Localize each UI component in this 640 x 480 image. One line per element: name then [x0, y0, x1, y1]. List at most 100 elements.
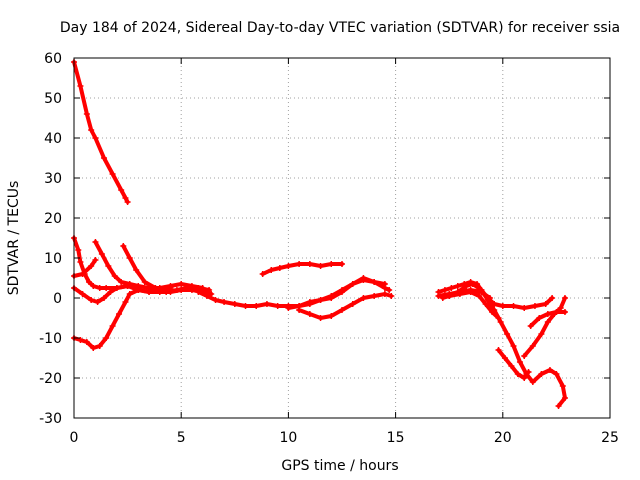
data-point	[259, 271, 266, 277]
data-point	[167, 285, 174, 291]
data-point	[435, 293, 442, 299]
data-point	[124, 283, 131, 289]
data-point	[103, 285, 110, 291]
y-axis-label: SDTVAR / TECUs	[6, 181, 22, 296]
data-point	[489, 309, 496, 315]
data-point	[79, 271, 86, 277]
data-point	[339, 261, 345, 267]
data-point	[544, 319, 551, 325]
data-point	[546, 367, 553, 373]
data-point	[328, 261, 335, 267]
data-point	[88, 127, 95, 133]
data-point	[122, 299, 129, 305]
data-point	[101, 295, 108, 301]
data-point	[478, 289, 485, 295]
data-point	[212, 297, 219, 303]
y-tick-label: 10	[44, 251, 62, 267]
data-point	[561, 395, 568, 401]
data-point	[296, 261, 303, 267]
data-point	[501, 355, 508, 361]
data-point	[274, 303, 281, 309]
y-tick-label: 20	[44, 211, 62, 227]
data-point	[527, 323, 534, 329]
data-point	[388, 293, 395, 299]
data-point	[381, 285, 388, 291]
data-point	[559, 383, 566, 389]
data-point	[296, 307, 303, 313]
data-point	[317, 315, 324, 321]
data-point	[486, 295, 493, 301]
data-point	[317, 297, 324, 303]
data-point	[77, 337, 84, 343]
data-point	[184, 285, 191, 291]
data-point	[96, 285, 103, 291]
data-point	[77, 259, 84, 265]
data-point	[77, 83, 84, 89]
data-point	[86, 279, 93, 285]
data-point	[521, 353, 528, 359]
data-point	[118, 187, 125, 193]
data-point	[538, 371, 545, 377]
data-point	[476, 293, 483, 299]
data-point	[126, 255, 133, 261]
data-point	[116, 311, 123, 317]
data-point	[276, 265, 283, 271]
tick-labels: 0 5 10 15 20 25 -30 -20 -10 0 10 20 30 40 50 60	[39, 51, 619, 446]
data-point	[133, 267, 140, 273]
series-arc-17	[527, 309, 568, 329]
data-point	[263, 301, 270, 307]
data-point	[463, 283, 470, 289]
data-point	[339, 307, 345, 313]
data-point	[454, 283, 461, 289]
data-point	[371, 279, 378, 285]
data-point	[467, 287, 474, 293]
series-line	[297, 292, 394, 320]
series-line	[72, 60, 130, 204]
data-point	[360, 295, 367, 301]
data-point	[90, 345, 97, 351]
data-point	[203, 293, 210, 299]
x-axis-label: GPS time / hours	[281, 458, 398, 474]
data-point	[514, 371, 521, 377]
data-point	[446, 291, 453, 297]
x-tick-label: 20	[494, 430, 512, 446]
data-point	[360, 275, 367, 281]
series-arc-11	[296, 291, 395, 321]
data-point	[79, 291, 86, 297]
data-point	[92, 239, 99, 245]
series-arc-18	[435, 287, 493, 301]
data-point	[386, 287, 393, 293]
data-point	[120, 243, 127, 249]
data-point	[83, 111, 90, 117]
series-arc-13	[439, 281, 568, 409]
data-point	[456, 289, 463, 295]
chart-title: Day 184 of 2024, Sidereal Day-to-day VTE…	[60, 20, 620, 36]
series-arc-10	[285, 275, 393, 311]
data-point	[173, 287, 180, 293]
data-point	[126, 291, 133, 297]
data-point	[92, 135, 99, 141]
data-point	[178, 281, 185, 287]
data-point	[98, 251, 105, 257]
y-tick-label: -30	[39, 411, 62, 427]
data-point	[135, 285, 142, 291]
y-tick-label: -10	[39, 331, 62, 347]
data-point	[529, 379, 536, 385]
data-point	[349, 301, 356, 307]
data-point	[469, 281, 476, 287]
data-point	[525, 369, 532, 375]
data-point	[441, 287, 448, 293]
data-point	[146, 289, 153, 295]
data-point	[96, 343, 103, 349]
data-point	[482, 301, 489, 307]
data-point	[495, 347, 502, 353]
data-point	[328, 295, 335, 301]
data-point	[111, 273, 118, 279]
series-arc-9	[259, 261, 345, 277]
data-point	[516, 359, 523, 365]
data-point	[381, 291, 388, 297]
data-point	[83, 339, 90, 345]
data-point	[101, 155, 108, 161]
data-point	[221, 299, 228, 305]
